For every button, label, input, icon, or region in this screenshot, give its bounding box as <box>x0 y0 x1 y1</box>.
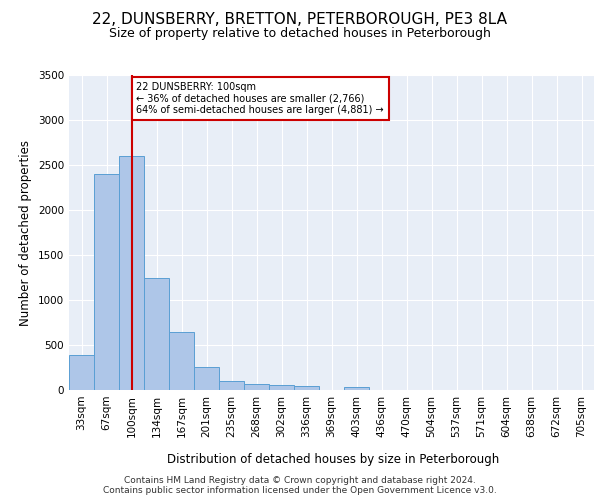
Y-axis label: Number of detached properties: Number of detached properties <box>19 140 32 326</box>
Bar <box>144 278 169 390</box>
Text: Size of property relative to detached houses in Peterborough: Size of property relative to detached ho… <box>109 28 491 40</box>
Text: Contains HM Land Registry data © Crown copyright and database right 2024.
Contai: Contains HM Land Registry data © Crown c… <box>103 476 497 495</box>
Bar <box>94 174 119 390</box>
Bar <box>344 388 369 390</box>
Bar <box>269 384 294 390</box>
Bar <box>219 381 244 390</box>
Bar <box>69 355 94 390</box>
Bar <box>194 366 219 390</box>
Text: 22, DUNSBERRY, BRETTON, PETERBOROUGH, PE3 8LA: 22, DUNSBERRY, BRETTON, PETERBOROUGH, PE… <box>92 12 508 28</box>
Bar <box>294 386 319 390</box>
Bar <box>119 156 144 390</box>
Bar <box>244 384 269 390</box>
Text: 22 DUNSBERRY: 100sqm
← 36% of detached houses are smaller (2,766)
64% of semi-de: 22 DUNSBERRY: 100sqm ← 36% of detached h… <box>137 82 384 116</box>
Bar <box>169 332 194 390</box>
Text: Distribution of detached houses by size in Peterborough: Distribution of detached houses by size … <box>167 452 499 466</box>
